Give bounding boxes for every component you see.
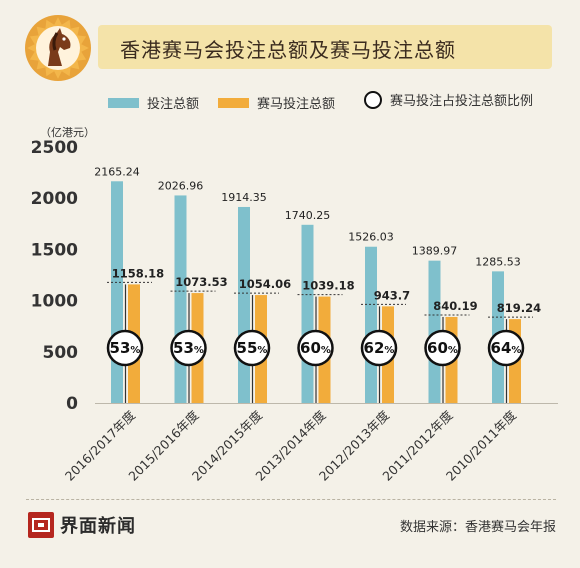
y-tick-label: 2500 xyxy=(31,138,78,158)
ratio-circle xyxy=(297,329,334,367)
data-label-total: 1285.53 xyxy=(475,255,521,268)
ratio-label: 55% xyxy=(237,339,268,357)
footer-divider xyxy=(26,499,556,500)
bar-total xyxy=(174,195,187,403)
ratio-circle xyxy=(233,329,271,367)
data-source: 数据来源：香港赛马会年报 xyxy=(399,520,556,535)
data-label-total: 1526.03 xyxy=(348,231,394,244)
legend-item-racing: 赛马投注总额 xyxy=(218,93,335,112)
data-label-total: 1740.25 xyxy=(285,209,331,222)
data-label-racing: 1158.18 xyxy=(112,266,164,280)
bar-total xyxy=(301,224,314,403)
legend-label-racing: 赛马投注总额 xyxy=(257,97,336,112)
chart-title: 香港赛马会投注总额及赛马投注总额 xyxy=(120,38,456,62)
legend-circle-ratio xyxy=(364,90,382,109)
ratio-circle xyxy=(106,329,144,367)
ratio-circle xyxy=(170,329,207,367)
data-label-racing: 840.19 xyxy=(433,299,477,313)
horse-logo-icon xyxy=(24,14,92,82)
ratio-circle xyxy=(360,329,398,367)
data-label-racing: 1054.06 xyxy=(239,277,291,291)
data-label-total: 2165.24 xyxy=(94,165,140,178)
bar-total xyxy=(111,181,123,403)
brand-name: 界面新闻 xyxy=(60,516,136,537)
brand-logo-icon xyxy=(28,512,54,538)
data-label-racing: 819.24 xyxy=(497,301,541,315)
data-label-total: 1914.35 xyxy=(221,191,267,204)
legend-item-ratio: 赛马投注占投注总额比例 xyxy=(364,90,533,109)
ratio-label: 62% xyxy=(364,339,395,357)
legend-swatch-racing xyxy=(218,97,249,108)
ratio-label: 60% xyxy=(300,339,331,357)
legend-label-total: 投注总额 xyxy=(147,97,200,112)
bar-total xyxy=(365,246,377,403)
ratio-label: 64% xyxy=(491,339,522,357)
y-axis-unit: （亿港元） xyxy=(40,126,95,139)
y-tick-label: 1000 xyxy=(31,292,78,312)
ratio-circle xyxy=(424,329,461,367)
data-label-racing: 1039.18 xyxy=(302,279,354,293)
legend-item-total: 投注总额 xyxy=(108,93,199,112)
data-label-total: 1389.97 xyxy=(412,245,458,258)
y-tick-label: 0 xyxy=(66,394,78,414)
legend-swatch-total xyxy=(108,97,139,108)
legend: 投注总额 赛马投注总额 赛马投注占投注总额比例 xyxy=(108,89,578,115)
title-bar: 香港赛马会投注总额及赛马投注总额 xyxy=(98,25,552,69)
y-tick-label: 500 xyxy=(43,343,79,363)
legend-label-ratio: 赛马投注占投注总额比例 xyxy=(390,94,534,109)
data-label-total: 2026.96 xyxy=(158,179,204,192)
ratio-label: 53% xyxy=(173,339,204,357)
brand: 界面新闻 xyxy=(28,512,136,538)
data-label-racing: 1073.53 xyxy=(175,275,227,289)
ratio-label: 60% xyxy=(427,339,458,357)
y-tick-label: 1500 xyxy=(31,240,78,260)
bar-chart: （亿港元） 0 500 1000 1500 2000 2500 2165.24 1158.18 5… xyxy=(31,126,558,484)
ratio-label: 53% xyxy=(110,339,141,357)
data-label-racing: 943.7 xyxy=(374,288,410,302)
ratio-circle xyxy=(487,329,525,367)
y-tick-label: 2000 xyxy=(31,189,78,209)
bar-total xyxy=(238,206,250,403)
